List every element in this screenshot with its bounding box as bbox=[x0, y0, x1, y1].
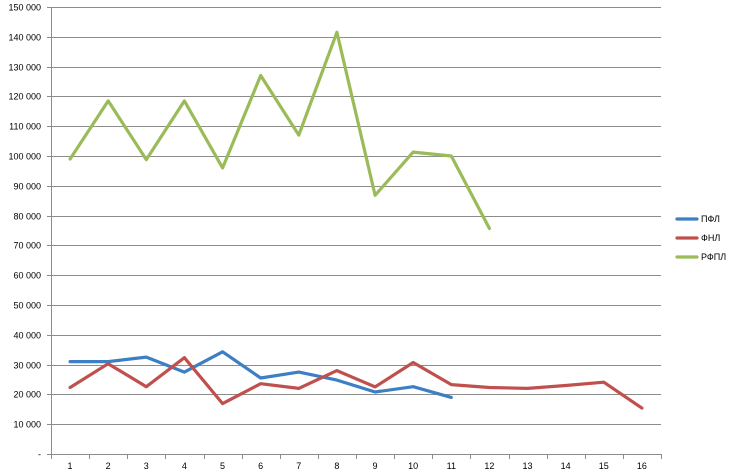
x-tick-label: 1 bbox=[68, 461, 73, 471]
y-tick-label: 110 000 bbox=[9, 122, 41, 132]
x-tick-label: 3 bbox=[144, 461, 149, 471]
legend-label: РФПЛ bbox=[701, 252, 726, 262]
y-tick-label: 60 000 bbox=[13, 271, 41, 281]
x-tick-label: 6 bbox=[258, 461, 263, 471]
y-tick-label: 130 000 bbox=[8, 63, 41, 73]
series-line-1 bbox=[68, 350, 453, 399]
gridlines bbox=[51, 7, 661, 425]
x-tick-label: 7 bbox=[296, 461, 301, 471]
x-tick-label: 15 bbox=[599, 461, 609, 471]
series-lines bbox=[68, 30, 644, 410]
y-tick-label: 10 000 bbox=[13, 420, 41, 430]
y-tick-label: 70 000 bbox=[13, 241, 41, 251]
x-tick-label: 11 bbox=[447, 461, 456, 471]
y-tick-label: 120 000 bbox=[8, 92, 41, 102]
y-tick-label: 50 000 bbox=[13, 301, 41, 311]
y-tick-label: 90 000 bbox=[13, 182, 41, 192]
x-tick-label: 2 bbox=[106, 461, 111, 471]
x-tick-label: 10 bbox=[408, 461, 418, 471]
y-tick-label: 80 000 bbox=[13, 212, 41, 222]
y-tick-label: 140 000 bbox=[8, 33, 41, 43]
legend-label: ПФЛ bbox=[701, 214, 720, 224]
y-tick-label: 20 000 bbox=[13, 390, 41, 400]
axes: - 10 000 20 000 30 000 40 000 50 000 60 000 70 … bbox=[8, 3, 662, 471]
series-line-3 bbox=[68, 30, 491, 230]
y-tick-label: 30 000 bbox=[13, 361, 41, 371]
x-tick-label: 13 bbox=[523, 461, 533, 471]
x-tick-label: 14 bbox=[561, 461, 571, 471]
x-tick-label: 8 bbox=[334, 461, 339, 471]
series-line-2 bbox=[68, 356, 644, 410]
y-tick-label: - bbox=[38, 450, 41, 460]
y-tick-label: 40 000 bbox=[13, 331, 41, 341]
x-tick-label: 12 bbox=[484, 461, 494, 471]
x-tick-label: 16 bbox=[637, 461, 647, 471]
x-tick-label: 5 bbox=[220, 461, 225, 471]
legend-label: ФНЛ bbox=[701, 233, 720, 243]
legend: ПФЛ ФНЛ РФПЛ bbox=[675, 214, 726, 262]
x-tick-label: 9 bbox=[373, 461, 378, 471]
y-tick-label: 100 000 bbox=[8, 152, 41, 162]
x-tick-label: 4 bbox=[182, 461, 187, 471]
y-tick-label: 150 000 bbox=[8, 3, 41, 13]
